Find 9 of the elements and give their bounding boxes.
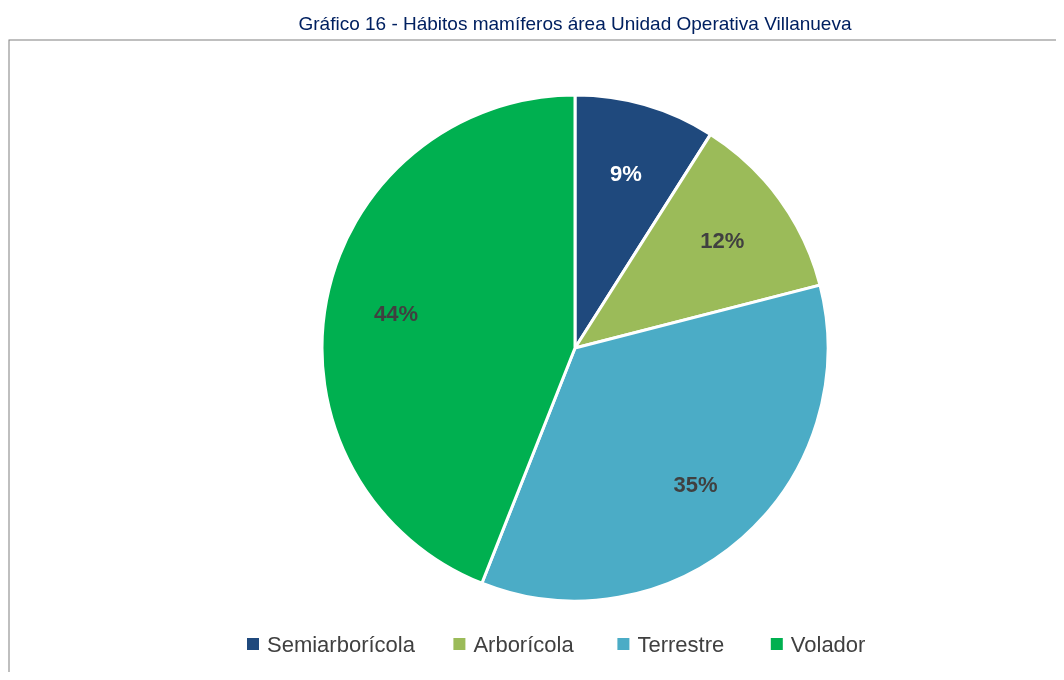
data-label: 44% — [374, 301, 419, 327]
data-label: 12% — [700, 228, 745, 254]
data-label: 9% — [609, 160, 642, 186]
legend-label: Volador — [790, 631, 866, 657]
legend-label: Terrestre — [637, 631, 725, 657]
legend-label: Arborícola — [473, 631, 575, 657]
legend-label: Semiarborícola — [267, 631, 416, 657]
chart-title: Gráfico 16 - Hábitos mamíferos área Unidad Operativa Villanueva — [298, 13, 852, 34]
data-label: 35% — [673, 472, 718, 498]
